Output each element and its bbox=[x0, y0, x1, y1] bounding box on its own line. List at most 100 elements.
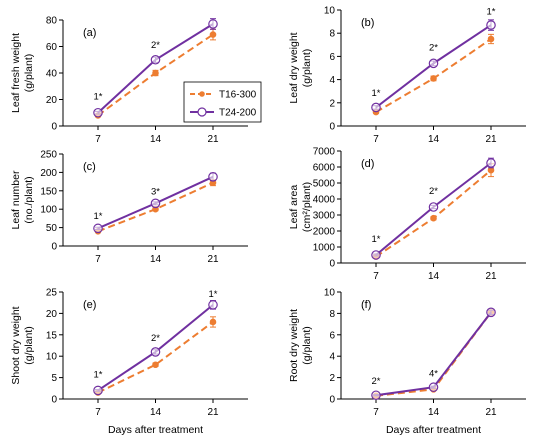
y-axis-unit: (g/plant) bbox=[301, 326, 313, 365]
significance-label: 1* bbox=[94, 211, 103, 222]
y-tick-label: 20 bbox=[46, 309, 58, 320]
panel-1: 0 2 4 6 8 10 7 14 21 Leaf dry weight (g/plant) (b) 1… bbox=[288, 6, 526, 145]
y-tick-label: 0 bbox=[51, 242, 57, 253]
y-tick-label: 4 bbox=[329, 75, 335, 86]
data-point-t24 bbox=[150, 347, 161, 357]
data-point-t24 bbox=[208, 172, 218, 182]
y-tick-label: 0 bbox=[51, 395, 57, 406]
data-point-t24 bbox=[371, 250, 381, 260]
x-tick-label: 7 bbox=[373, 134, 379, 145]
panel-4: 0 5 10 15 20 25 7 14 21 Shoot dry weight (g/plant)… bbox=[10, 288, 248, 436]
panel-label: (f) bbox=[361, 299, 371, 311]
legend-marker-t24 bbox=[197, 107, 207, 117]
x-tick-label: 7 bbox=[95, 134, 101, 145]
significance-label: 1* bbox=[209, 289, 218, 300]
data-point-t24 bbox=[428, 202, 439, 212]
y-axis-label: Leaf number bbox=[10, 170, 22, 229]
series-line-t16 bbox=[97, 321, 214, 394]
significance-label: 2* bbox=[429, 186, 438, 197]
y-tick-label: 0 bbox=[51, 122, 57, 133]
y-tick-label: 0 bbox=[329, 259, 335, 270]
y-tick-label: 20 bbox=[46, 95, 58, 106]
x-tick-label: 21 bbox=[485, 271, 497, 282]
y-tick-label: 2 bbox=[329, 373, 335, 384]
y-tick-label: 100 bbox=[40, 205, 57, 216]
panel-label: (b) bbox=[361, 17, 374, 29]
y-tick-label: 3000 bbox=[313, 211, 336, 222]
x-axis-label: Days after treatment bbox=[108, 424, 203, 436]
y-tick-label: 10 bbox=[324, 6, 336, 17]
significance-label: 1* bbox=[94, 370, 103, 381]
data-point-t24 bbox=[93, 223, 103, 234]
data-point-t24 bbox=[93, 107, 103, 118]
panel-label: (d) bbox=[361, 158, 374, 170]
significance-label: 1* bbox=[372, 88, 381, 99]
data-point-t16 bbox=[430, 214, 437, 222]
y-tick-label: 5000 bbox=[313, 179, 336, 190]
y-tick-label: 2 bbox=[329, 98, 335, 109]
panel-label: (a) bbox=[83, 27, 96, 39]
x-tick-label: 14 bbox=[428, 271, 440, 282]
data-point-t24 bbox=[93, 385, 103, 396]
y-tick-label: 6 bbox=[329, 330, 335, 341]
y-tick-label: 6 bbox=[329, 52, 335, 63]
x-tick-label: 21 bbox=[485, 407, 497, 418]
x-tick-label: 14 bbox=[428, 134, 440, 145]
significance-label: 2* bbox=[151, 333, 160, 344]
x-tick-label: 14 bbox=[428, 407, 440, 418]
x-tick-label: 7 bbox=[373, 407, 379, 418]
data-point-t24 bbox=[428, 382, 439, 393]
legend-label-t24: T24-200 bbox=[219, 108, 257, 119]
significance-label: 3* bbox=[151, 186, 160, 197]
y-tick-label: 4 bbox=[329, 352, 335, 363]
legend-label-t16: T16-300 bbox=[219, 90, 257, 101]
significance-label: 2* bbox=[372, 376, 381, 387]
data-point-t24 bbox=[486, 307, 496, 318]
y-axis-unit: (g/plant) bbox=[23, 54, 35, 93]
y-tick-label: 40 bbox=[46, 69, 58, 80]
y-tick-label: 6000 bbox=[313, 163, 336, 174]
y-axis-label: Leaf dry weight bbox=[288, 32, 300, 103]
x-axis-label: Days after treatment bbox=[386, 424, 481, 436]
x-tick-label: 7 bbox=[95, 407, 101, 418]
significance-label: 4* bbox=[429, 369, 438, 380]
y-tick-label: 0 bbox=[329, 395, 335, 406]
significance-label: 2* bbox=[429, 43, 438, 54]
data-point-t16 bbox=[209, 318, 217, 326]
significance-label: 2* bbox=[151, 40, 160, 51]
data-point-t16 bbox=[152, 69, 159, 77]
y-axis-label: Leaf area bbox=[288, 185, 300, 230]
x-tick-label: 14 bbox=[150, 134, 162, 145]
y-tick-label: 8 bbox=[329, 29, 335, 40]
data-point-t24 bbox=[208, 19, 218, 29]
y-axis-label: Root dry weight bbox=[288, 309, 300, 382]
y-axis-label: Shoot dry weight bbox=[10, 306, 22, 384]
y-tick-label: 1000 bbox=[313, 243, 336, 254]
y-tick-label: 0 bbox=[329, 122, 335, 133]
panel-3: 0 1000 2000 3000 4000 5000 6000 7000 7 14 21 Leaf a… bbox=[288, 147, 526, 282]
significance-label: 1* bbox=[94, 92, 103, 103]
data-point-t16 bbox=[209, 31, 217, 38]
x-tick-label: 7 bbox=[373, 271, 379, 282]
y-axis-unit: (g/plant) bbox=[301, 49, 313, 88]
significance-label: 1* bbox=[372, 234, 381, 245]
data-point-t16 bbox=[487, 35, 495, 43]
legend: T16-300 T24-200 bbox=[183, 81, 262, 123]
data-point-t24 bbox=[428, 58, 439, 69]
x-tick-label: 21 bbox=[207, 134, 219, 145]
y-tick-label: 60 bbox=[46, 42, 58, 53]
data-point-t24 bbox=[486, 158, 496, 168]
data-point-t24 bbox=[150, 54, 161, 65]
data-point-t16 bbox=[430, 75, 437, 82]
legend-marker-t16 bbox=[199, 91, 205, 97]
y-tick-label: 10 bbox=[324, 288, 336, 299]
data-point-t24 bbox=[150, 198, 161, 209]
data-point-t24 bbox=[208, 300, 218, 310]
y-tick-label: 15 bbox=[46, 330, 58, 341]
y-axis-unit: (no./plant) bbox=[23, 176, 35, 223]
series-line-t16 bbox=[375, 169, 492, 258]
y-tick-label: 150 bbox=[40, 186, 57, 197]
legend-box bbox=[183, 81, 262, 123]
y-tick-label: 7000 bbox=[313, 147, 336, 158]
data-point-t24 bbox=[486, 20, 496, 30]
